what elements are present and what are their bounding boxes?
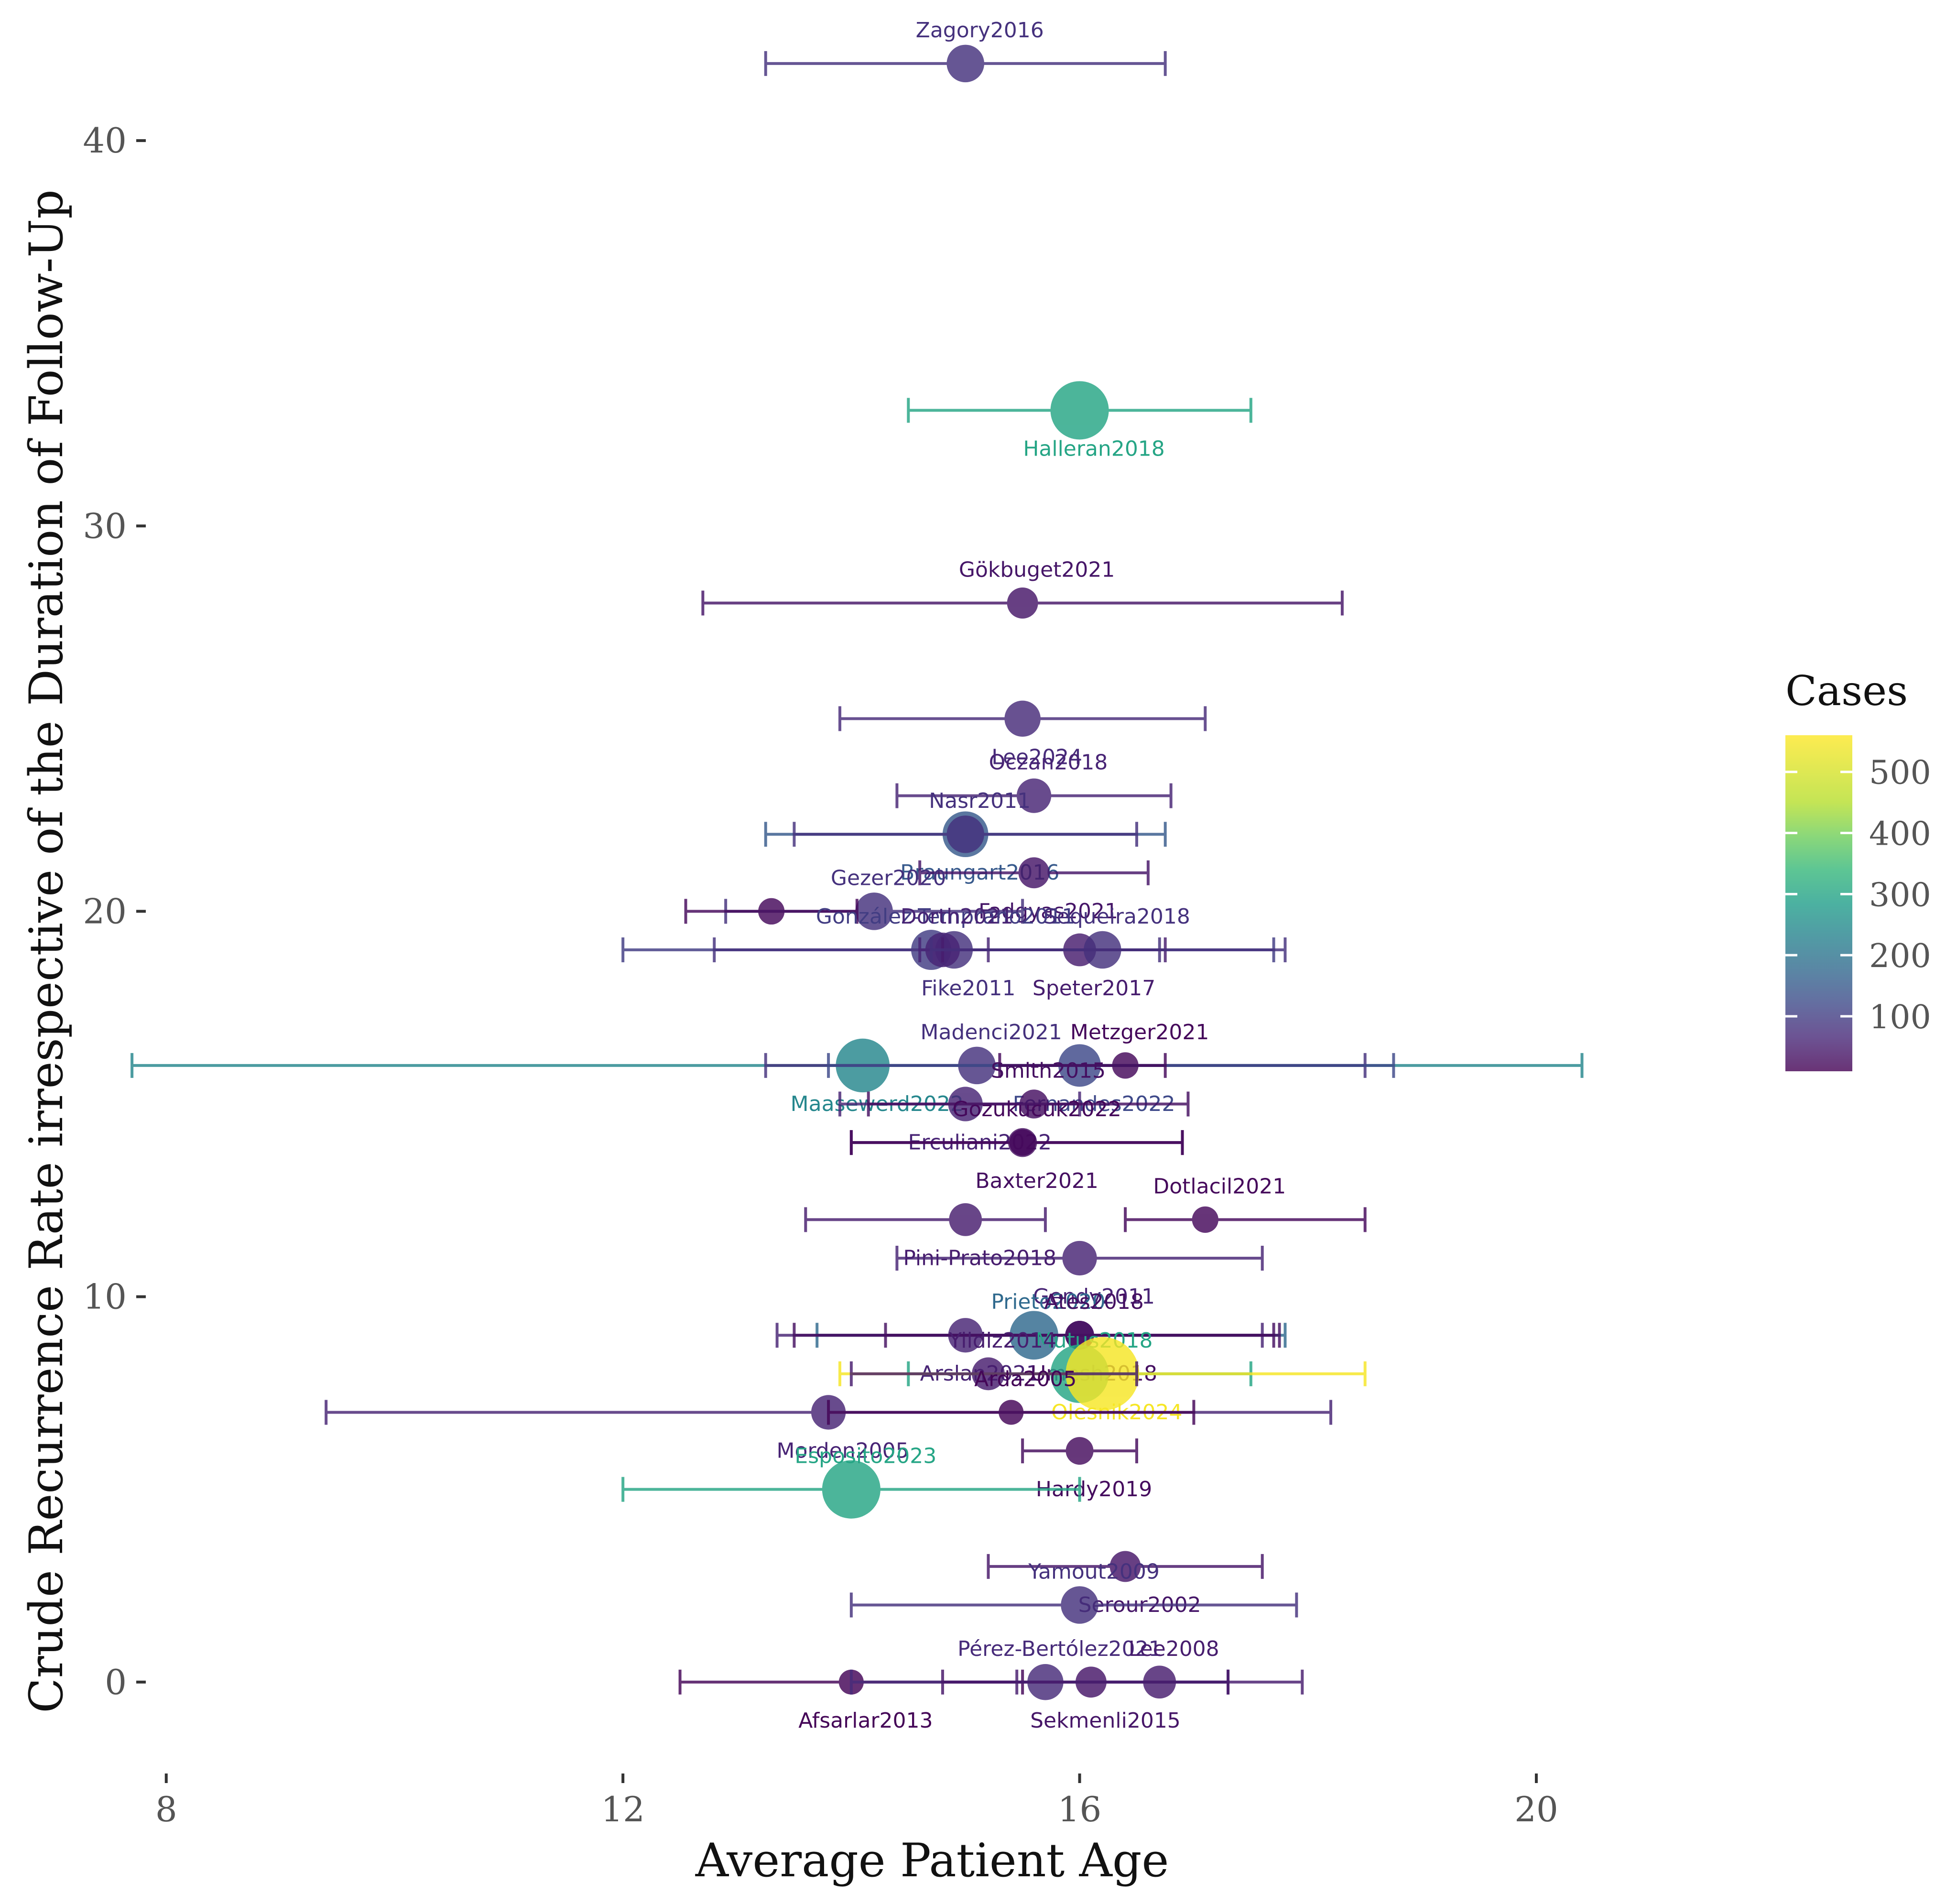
- data-label: Afsarlar2013: [798, 1708, 933, 1733]
- data-point: [1009, 1129, 1036, 1156]
- data-label: Gendy2011: [1033, 1284, 1155, 1309]
- data-point-group: [849, 1129, 1184, 1156]
- data-point: [1016, 778, 1052, 813]
- data-label: Prieto2020: [991, 1290, 1105, 1314]
- y-tick-label: 20: [83, 891, 127, 931]
- data-label: Morden2005: [777, 1438, 909, 1463]
- data-point: [1109, 1551, 1141, 1582]
- x-axis: 8 12 16 20: [155, 1773, 1558, 1829]
- data-label: Sekmenli2015: [1030, 1708, 1181, 1733]
- data-label: Ates2018: [1044, 1290, 1144, 1314]
- data-label: Dotlacil2021: [1153, 1174, 1286, 1198]
- data-point-group: [804, 1203, 1047, 1236]
- data-point: [1050, 381, 1109, 440]
- x-tick-label: 12: [601, 1789, 645, 1829]
- data-point-group: [1124, 1206, 1367, 1233]
- data-point: [949, 1203, 982, 1236]
- legend: Cases 100 200 300 400 500: [1785, 667, 1931, 1071]
- legend-tick-label: 300: [1869, 876, 1931, 914]
- data-label: Sequeira2018: [1044, 904, 1190, 929]
- data-point-group: [849, 1586, 1298, 1624]
- x-tick-label: 8: [155, 1789, 177, 1829]
- data-label: Oczan2018: [989, 751, 1108, 775]
- data-point-group: [1015, 1665, 1304, 1699]
- data-point: [822, 1460, 881, 1519]
- legend-colorbar: [1785, 735, 1852, 1071]
- data-point-group: [918, 857, 1150, 889]
- data-label: Yamout2009: [1028, 1560, 1160, 1584]
- data-point-group: [998, 1052, 1167, 1079]
- data-point: [1143, 1665, 1176, 1699]
- data-point: [855, 892, 893, 930]
- data-label: Smith2015: [991, 1059, 1106, 1083]
- data-point-group: [895, 778, 1173, 813]
- data-label: Lee2024: [991, 745, 1082, 769]
- data-label: Gökbuget2021: [959, 557, 1115, 582]
- y-tick-label: 10: [83, 1277, 127, 1317]
- data-point-group: [684, 898, 859, 925]
- x-tick-label: 20: [1514, 1789, 1558, 1829]
- data-point-group: [793, 815, 1138, 853]
- data-label: Gezer2020: [831, 866, 946, 890]
- data-point-group: [838, 700, 1207, 737]
- data-label: Zagory2016: [916, 18, 1044, 43]
- data-point: [758, 898, 785, 925]
- data-point-group: [764, 44, 1167, 83]
- data-point-group: [701, 588, 1344, 619]
- data-point-group: [621, 1460, 1081, 1519]
- data-label: Yildiz2014: [948, 1328, 1056, 1353]
- data-point-group: [930, 931, 1287, 969]
- data-point: [946, 815, 984, 853]
- legend-tick-label: 200: [1869, 937, 1931, 975]
- data-label: Gozukucuk2022: [952, 1097, 1121, 1121]
- data-point-group: [895, 1240, 1264, 1276]
- data-label: Madenci2021: [920, 1020, 1062, 1044]
- data-point: [1019, 1089, 1049, 1119]
- data-point-group: [907, 381, 1252, 440]
- legend-tick-label: 100: [1869, 999, 1931, 1036]
- y-axis: 0 10 20 30 40: [83, 120, 146, 1702]
- data-label: Metzger2021: [1070, 1020, 1209, 1044]
- data-label: Baxter2021: [975, 1169, 1098, 1193]
- data-label: Lee2008: [1129, 1637, 1219, 1661]
- data-point: [1065, 1437, 1094, 1465]
- data-label: Nasr2011: [929, 789, 1031, 813]
- data-point-group: [867, 1089, 1190, 1119]
- x-axis-title: Average Patient Age: [695, 1834, 1169, 1887]
- legend-tick-label: 400: [1869, 816, 1931, 853]
- data-point: [946, 44, 984, 83]
- y-axis-title: Crude Recurrence Rate irrespective of th…: [20, 189, 73, 1713]
- data-point: [1018, 857, 1050, 889]
- data-point: [1084, 931, 1121, 969]
- data-point: [1112, 1052, 1139, 1079]
- legend-title: Cases: [1785, 667, 1908, 715]
- x-tick-label: 16: [1058, 1789, 1102, 1829]
- data-point-group: [1021, 1437, 1138, 1465]
- data-point-group: [849, 1357, 1138, 1391]
- data-point: [1062, 1240, 1097, 1276]
- data-label: González-Temprano2011: [816, 904, 1075, 929]
- plot-area: Zagory2016 Halleran2018 Gökbuget2021 Lee202…: [130, 18, 1584, 1733]
- data-label: Dorth2021: [901, 904, 1013, 929]
- data-point: [999, 1400, 1024, 1425]
- data-point: [1007, 588, 1038, 619]
- data-point: [1061, 1586, 1098, 1624]
- data-point: [1004, 700, 1041, 737]
- y-tick-label: 30: [83, 506, 127, 546]
- data-label: Fike2011: [921, 976, 1015, 1001]
- y-tick-label: 0: [105, 1662, 127, 1702]
- data-point-group: [827, 1400, 1196, 1425]
- data-label: Speter2017: [1033, 976, 1155, 1001]
- data-label: Esposito2023: [794, 1444, 936, 1469]
- legend-tick-label: 500: [1869, 754, 1931, 792]
- data-point: [972, 1357, 1005, 1391]
- data-label: Pérez-Bertólez2021: [957, 1637, 1162, 1661]
- data-point: [1192, 1206, 1218, 1233]
- data-point-group: [987, 1551, 1264, 1582]
- data-label: Halleran2018: [1023, 436, 1164, 461]
- data-label: Arda2005: [974, 1367, 1076, 1391]
- y-tick-label: 40: [83, 120, 127, 161]
